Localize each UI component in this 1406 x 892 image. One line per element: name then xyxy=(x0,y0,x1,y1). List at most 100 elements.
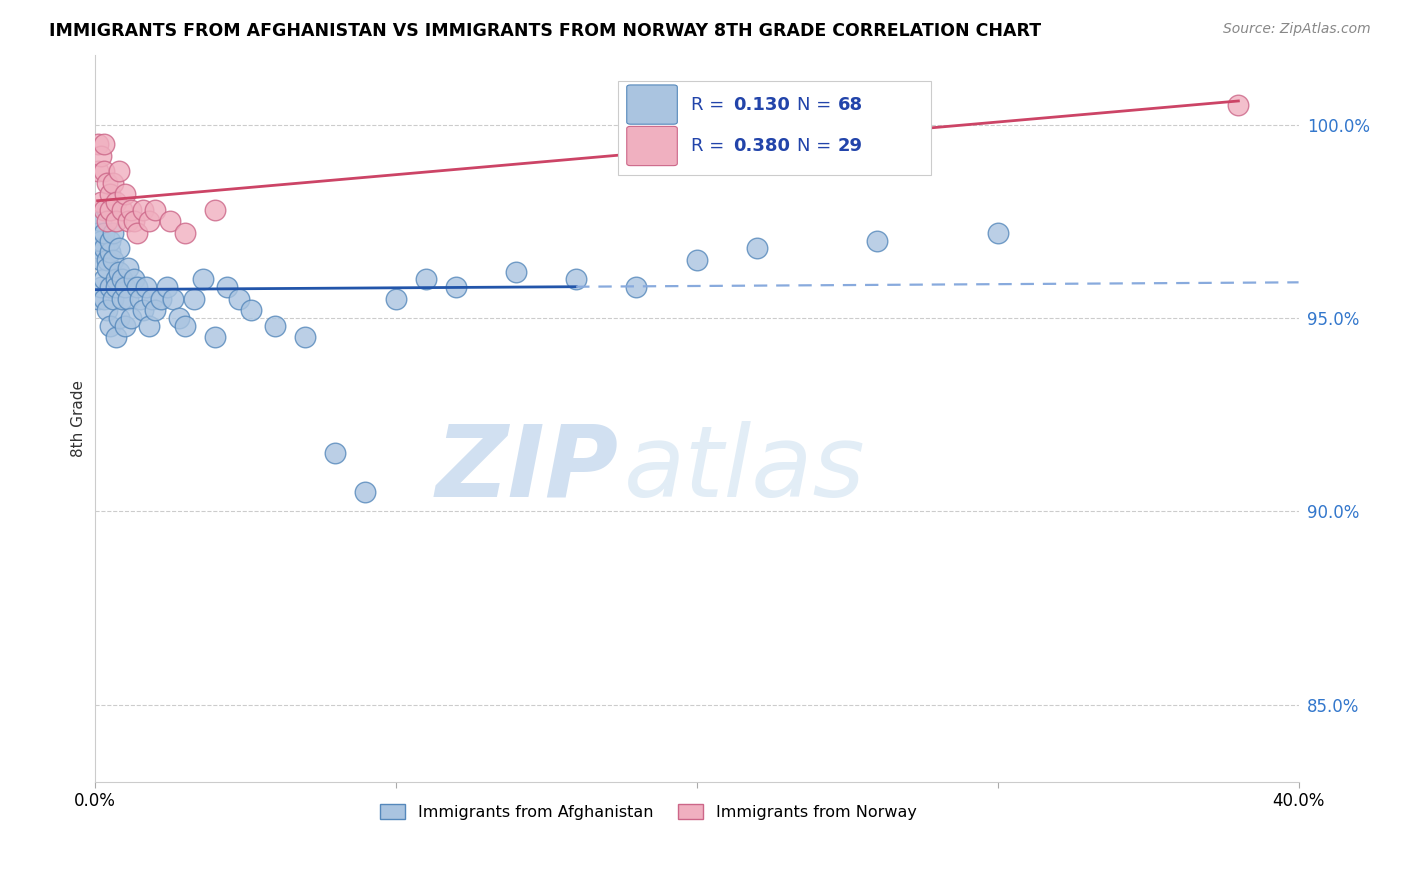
FancyBboxPatch shape xyxy=(619,80,931,175)
Point xyxy=(173,226,195,240)
Point xyxy=(93,292,115,306)
Point xyxy=(117,260,139,275)
Point xyxy=(90,214,112,228)
Point xyxy=(114,187,136,202)
Point xyxy=(120,311,142,326)
Point xyxy=(96,253,118,268)
Point xyxy=(96,303,118,318)
Y-axis label: 8th Grade: 8th Grade xyxy=(72,380,86,457)
Point xyxy=(138,214,160,228)
Point xyxy=(716,110,738,124)
Text: Source: ZipAtlas.com: Source: ZipAtlas.com xyxy=(1223,22,1371,37)
Point xyxy=(120,202,142,217)
Point xyxy=(86,164,108,178)
Text: N =: N = xyxy=(797,95,837,113)
Point xyxy=(93,164,115,178)
Text: IMMIGRANTS FROM AFGHANISTAN VS IMMIGRANTS FROM NORWAY 8TH GRADE CORRELATION CHAR: IMMIGRANTS FROM AFGHANISTAN VS IMMIGRANT… xyxy=(49,22,1042,40)
Point xyxy=(204,330,226,344)
Point xyxy=(114,318,136,333)
Point xyxy=(98,318,121,333)
FancyBboxPatch shape xyxy=(627,127,678,166)
Point xyxy=(125,226,148,240)
Point xyxy=(107,265,129,279)
Point xyxy=(86,292,108,306)
Point xyxy=(354,485,377,500)
Point xyxy=(167,311,190,326)
Point xyxy=(86,242,108,256)
Point xyxy=(132,202,155,217)
Point xyxy=(86,226,108,240)
Point xyxy=(114,280,136,294)
Point xyxy=(104,214,127,228)
Point xyxy=(90,280,112,294)
Point xyxy=(1227,98,1250,112)
Point xyxy=(565,272,588,286)
Point xyxy=(444,280,467,294)
Point xyxy=(264,318,287,333)
Point xyxy=(104,195,127,210)
Point xyxy=(98,187,121,202)
Point xyxy=(159,214,181,228)
Text: 29: 29 xyxy=(838,137,862,155)
Point xyxy=(138,318,160,333)
Point xyxy=(96,202,118,217)
Point xyxy=(93,137,115,152)
Point xyxy=(240,303,263,318)
Point xyxy=(90,149,112,163)
Point xyxy=(162,292,184,306)
Point xyxy=(745,242,768,256)
Point xyxy=(86,137,108,152)
Point xyxy=(143,303,166,318)
Point xyxy=(111,292,134,306)
Point xyxy=(98,202,121,217)
Point xyxy=(173,318,195,333)
Point xyxy=(90,234,112,248)
Text: 0.380: 0.380 xyxy=(733,137,790,155)
Point xyxy=(96,260,118,275)
Point xyxy=(191,272,214,286)
Point xyxy=(143,202,166,217)
Point xyxy=(866,234,889,248)
Text: R =: R = xyxy=(690,95,730,113)
Point xyxy=(111,272,134,286)
Text: 68: 68 xyxy=(838,95,862,113)
Point xyxy=(101,253,124,268)
Point xyxy=(122,214,145,228)
Point xyxy=(98,245,121,260)
Point xyxy=(96,176,118,190)
Point xyxy=(98,234,121,248)
Point xyxy=(98,280,121,294)
Point xyxy=(101,292,124,306)
Text: ZIP: ZIP xyxy=(436,421,619,518)
Point xyxy=(90,253,112,268)
Point xyxy=(117,292,139,306)
Point xyxy=(93,242,115,256)
Point xyxy=(101,176,124,190)
Point xyxy=(101,226,124,240)
Point xyxy=(141,292,163,306)
Point xyxy=(156,280,179,294)
Point xyxy=(626,280,648,294)
Point xyxy=(111,202,134,217)
Point xyxy=(122,272,145,286)
Point xyxy=(104,280,127,294)
Legend: Immigrants from Afghanistan, Immigrants from Norway: Immigrants from Afghanistan, Immigrants … xyxy=(374,797,924,826)
Point xyxy=(135,280,157,294)
Point xyxy=(107,311,129,326)
Point xyxy=(384,292,406,306)
Point xyxy=(93,202,115,217)
Point xyxy=(132,303,155,318)
Point xyxy=(93,272,115,286)
Text: 0.130: 0.130 xyxy=(733,95,790,113)
Point xyxy=(294,330,316,344)
Point xyxy=(104,272,127,286)
Point xyxy=(204,202,226,217)
Text: R =: R = xyxy=(690,137,730,155)
Text: atlas: atlas xyxy=(624,421,866,518)
Point xyxy=(685,253,707,268)
Point xyxy=(149,292,172,306)
FancyBboxPatch shape xyxy=(627,85,678,124)
Point xyxy=(215,280,238,294)
Point xyxy=(125,280,148,294)
Point xyxy=(104,330,127,344)
